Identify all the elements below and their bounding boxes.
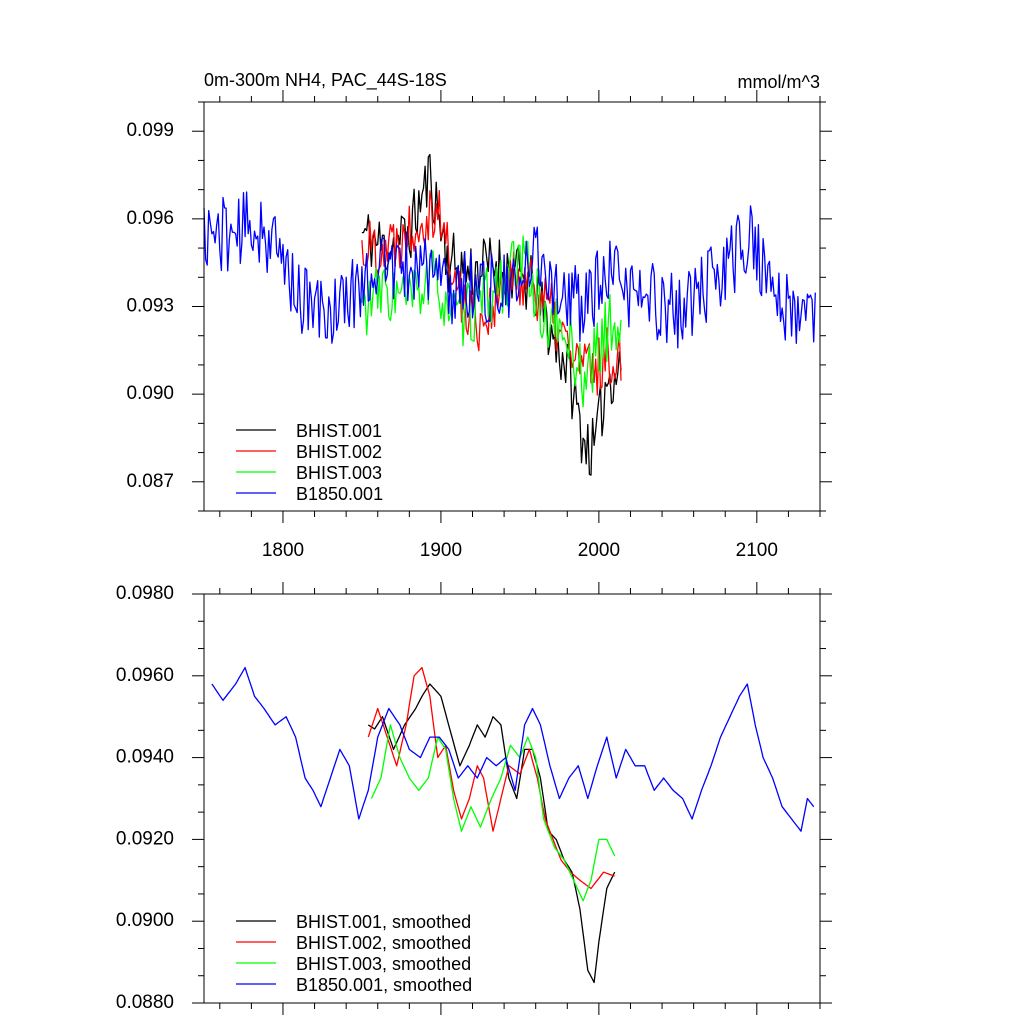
bottom-panel-y-tick-labels: 0.0880 0.0900 0.0920 0.0940 0.0960 0.098… bbox=[116, 583, 174, 1013]
legend-label: BHIST.001 bbox=[296, 421, 382, 441]
bottom-panel-legend: BHIST.001, smoothed BHIST.002, smoothed … bbox=[236, 912, 472, 995]
y-tick-label: 0.090 bbox=[126, 383, 174, 404]
legend-label: B1850.001 bbox=[296, 484, 383, 504]
legend-label: BHIST.003, smoothed bbox=[296, 954, 471, 974]
y-tick-label: 0.093 bbox=[126, 296, 174, 317]
top-panel-y-tick-labels: 0.087 0.090 0.093 0.096 0.099 bbox=[126, 120, 174, 492]
bottom-panel-ticks bbox=[192, 582, 832, 1015]
top-panel-series bbox=[203, 153, 816, 476]
legend-label: BHIST.002, smoothed bbox=[296, 933, 471, 953]
bottom-panel-series bbox=[211, 666, 815, 984]
legend-label: BHIST.001, smoothed bbox=[296, 912, 471, 932]
legend-label: BHIST.002 bbox=[296, 442, 382, 462]
bottom-panel-frame bbox=[203, 593, 821, 1004]
y-tick-label: 0.0900 bbox=[116, 910, 174, 931]
series-line-bhist-003-smoothed bbox=[370, 724, 616, 902]
y-tick-label: 0.096 bbox=[126, 208, 174, 229]
x-tick-label: 2100 bbox=[736, 540, 778, 561]
top-panel-units: mmol/m^3 bbox=[738, 72, 820, 92]
y-tick-label: 0.087 bbox=[126, 471, 174, 492]
top-panel-ticks bbox=[192, 90, 832, 523]
x-tick-label: 1800 bbox=[262, 540, 304, 561]
y-tick-label: 0.0980 bbox=[116, 583, 174, 604]
legend-label: B1850.001, smoothed bbox=[296, 975, 472, 995]
bottom-panel: 0.0880 0.0900 0.0920 0.0940 0.0960 0.098… bbox=[116, 582, 832, 1015]
x-tick-label: 1900 bbox=[420, 540, 462, 561]
series-line-b1850-001 bbox=[203, 191, 816, 349]
top-panel-title: 0m-300m NH4, PAC_44S-18S bbox=[204, 70, 447, 91]
y-tick-label: 0.0920 bbox=[116, 828, 174, 849]
y-tick-label: 0.099 bbox=[126, 120, 174, 141]
y-tick-label: 0.0960 bbox=[116, 665, 174, 686]
top-panel-legend: BHIST.001 BHIST.002 BHIST.003 B1850.001 bbox=[236, 421, 383, 504]
y-tick-label: 0.0940 bbox=[116, 747, 174, 768]
x-tick-label: 2000 bbox=[578, 540, 620, 561]
series-line-bhist-002-smoothed bbox=[367, 666, 615, 890]
series-line-b1850-001-smoothed bbox=[211, 666, 815, 832]
top-panel-x-tick-labels: 1800 1900 2000 2100 bbox=[262, 540, 778, 561]
series-line-bhist-002 bbox=[361, 189, 622, 396]
top-panel: 0m-300m NH4, PAC_44S-18S mmol/m^3 0.087 … bbox=[126, 70, 832, 561]
y-tick-label: 0.0880 bbox=[116, 992, 174, 1013]
legend-label: BHIST.003 bbox=[296, 463, 382, 483]
